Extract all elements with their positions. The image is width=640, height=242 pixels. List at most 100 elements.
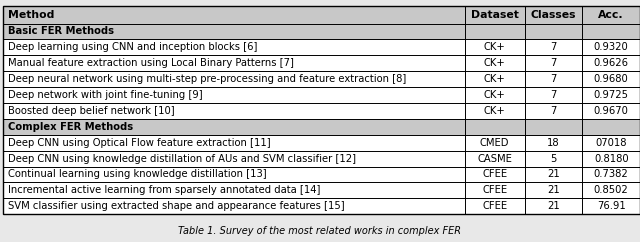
Text: 7: 7 (550, 90, 557, 100)
Bar (3, 166, 465, 182)
Bar (465, 135, 525, 151)
Bar (3, 71, 640, 87)
Bar (3, 39, 465, 55)
Bar (582, 87, 640, 103)
Bar (582, 166, 640, 182)
Text: 07018: 07018 (595, 138, 627, 148)
Bar (465, 39, 525, 55)
Text: 0.9725: 0.9725 (594, 90, 628, 100)
Text: 76.91: 76.91 (597, 201, 625, 211)
Text: Manual feature extraction using Local Binary Patterns [7]: Manual feature extraction using Local Bi… (8, 58, 294, 68)
Bar (3, 166, 640, 182)
Bar (525, 71, 582, 87)
Bar (3, 23, 465, 39)
Text: Basic FER Methods: Basic FER Methods (8, 26, 114, 37)
Bar (3, 55, 640, 71)
Bar (525, 135, 582, 151)
Text: Incremental active learning from sparsely annotated data [14]: Incremental active learning from sparsel… (8, 185, 320, 195)
Bar (3, 87, 640, 103)
Text: Method: Method (8, 10, 54, 20)
Bar (3, 87, 465, 103)
Bar (525, 39, 582, 55)
Bar (525, 23, 582, 39)
Text: CFEE: CFEE (482, 185, 508, 195)
Text: Deep network with joint fine-tuning [9]: Deep network with joint fine-tuning [9] (8, 90, 202, 100)
Text: Deep CNN using knowledge distillation of AUs and SVM classifier [12]: Deep CNN using knowledge distillation of… (8, 154, 356, 164)
Text: Deep neural network using multi-step pre-processing and feature extraction [8]: Deep neural network using multi-step pre… (8, 74, 406, 84)
Text: 5: 5 (550, 154, 557, 164)
Text: 0.9626: 0.9626 (594, 58, 628, 68)
Text: CFEE: CFEE (482, 201, 508, 211)
Bar (3, 103, 640, 119)
Bar (582, 135, 640, 151)
Text: 0.9670: 0.9670 (594, 106, 628, 116)
Bar (3, 182, 465, 198)
Text: CFEE: CFEE (482, 169, 508, 180)
Bar (582, 103, 640, 119)
Bar (465, 151, 525, 166)
Bar (3, 198, 465, 214)
Bar (3, 39, 640, 55)
Text: 0.9680: 0.9680 (594, 74, 628, 84)
Bar (3, 103, 465, 119)
Text: Table 1. Survey of the most related works in complex FER: Table 1. Survey of the most related work… (179, 226, 461, 236)
Bar (3, 151, 640, 166)
Text: 7: 7 (550, 74, 557, 84)
Text: 0.7382: 0.7382 (594, 169, 628, 180)
Bar (525, 87, 582, 103)
Text: Deep learning using CNN and inception blocks [6]: Deep learning using CNN and inception bl… (8, 42, 257, 52)
Bar (525, 55, 582, 71)
Bar (525, 182, 582, 198)
Bar (3, 6, 640, 23)
Bar (465, 182, 525, 198)
Bar (465, 71, 525, 87)
Bar (3, 71, 465, 87)
Bar (3, 6, 640, 214)
Bar (3, 6, 465, 23)
Text: 0.8180: 0.8180 (594, 154, 628, 164)
Text: 21: 21 (547, 201, 560, 211)
Text: 18: 18 (547, 138, 560, 148)
Bar (582, 71, 640, 87)
Text: 21: 21 (547, 185, 560, 195)
Bar (582, 198, 640, 214)
Bar (525, 103, 582, 119)
Bar (465, 166, 525, 182)
Bar (465, 6, 525, 23)
Text: 7: 7 (550, 58, 557, 68)
Text: CK+: CK+ (484, 42, 506, 52)
Bar (3, 182, 640, 198)
Bar (3, 119, 640, 135)
Bar (465, 87, 525, 103)
Bar (582, 55, 640, 71)
Text: Dataset: Dataset (471, 10, 518, 20)
Text: 7: 7 (550, 42, 557, 52)
Text: Complex FER Methods: Complex FER Methods (8, 122, 133, 132)
Text: CK+: CK+ (484, 58, 506, 68)
Bar (525, 119, 582, 135)
Bar (3, 151, 465, 166)
Bar (3, 55, 465, 71)
Bar (582, 182, 640, 198)
Text: CK+: CK+ (484, 90, 506, 100)
Text: CK+: CK+ (484, 106, 506, 116)
Bar (465, 103, 525, 119)
Text: 0.8502: 0.8502 (594, 185, 628, 195)
Text: 0.9320: 0.9320 (594, 42, 628, 52)
Bar (465, 23, 525, 39)
Bar (582, 6, 640, 23)
Bar (465, 55, 525, 71)
Text: Classes: Classes (531, 10, 577, 20)
Bar (3, 119, 465, 135)
Bar (582, 23, 640, 39)
Bar (3, 135, 640, 151)
Bar (582, 119, 640, 135)
Text: Continual learning using knowledge distillation [13]: Continual learning using knowledge disti… (8, 169, 266, 180)
Bar (465, 119, 525, 135)
Bar (582, 151, 640, 166)
Text: CMED: CMED (480, 138, 509, 148)
Text: Acc.: Acc. (598, 10, 624, 20)
Bar (3, 23, 640, 39)
Bar (525, 151, 582, 166)
Bar (3, 198, 640, 214)
